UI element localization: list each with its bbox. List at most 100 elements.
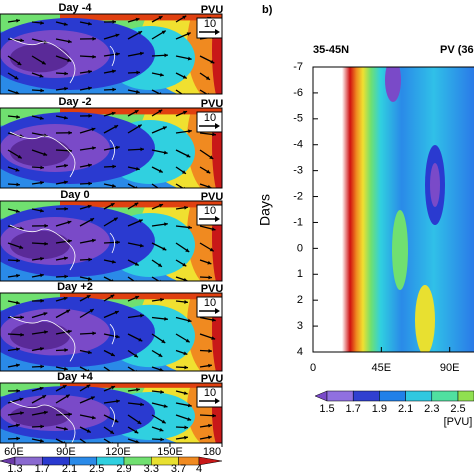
ref-head: [215, 398, 220, 404]
panel-frame: [0, 107, 223, 189]
wind-head: [138, 219, 143, 223]
wind-head: [211, 317, 216, 322]
wind-head: [161, 419, 166, 424]
wind-head: [92, 331, 96, 336]
wind-head: [138, 337, 143, 342]
wind-head: [16, 115, 20, 119]
x-tick-label: 90E: [56, 446, 76, 458]
colorbar-end: [198, 456, 223, 466]
wind-head: [87, 204, 92, 209]
wind-head: [207, 260, 212, 265]
wind-vector: [151, 276, 160, 281]
ref-head: [215, 29, 220, 35]
wind-head: [163, 404, 168, 408]
wind-head: [208, 423, 212, 428]
wind-head: [40, 88, 44, 93]
wind-head: [43, 410, 48, 415]
wind-vector: [103, 438, 112, 443]
wind-head: [43, 312, 48, 316]
wind-head: [116, 240, 120, 245]
wind-head: [92, 146, 96, 151]
subtitle: 35-45N: [313, 44, 349, 56]
wind-head: [40, 165, 44, 170]
wind-head: [15, 423, 20, 428]
wind-head: [68, 412, 72, 417]
panel-title: Day +2: [57, 281, 93, 293]
colorbar-label: 2.5: [450, 403, 465, 415]
wind-head: [163, 150, 168, 155]
wind-head: [112, 19, 116, 24]
wind-head: [183, 391, 188, 395]
field-top-red: [60, 383, 222, 388]
ref-label: 10: [204, 205, 216, 217]
colorbar-label: 3.3: [144, 463, 159, 474]
wind-head: [87, 276, 92, 281]
wind-head: [91, 127, 96, 132]
wind-head: [207, 435, 212, 440]
wind-head: [136, 70, 140, 75]
wind-head: [110, 203, 115, 207]
wind-head: [182, 15, 187, 20]
wind-head: [164, 222, 168, 227]
wind-head: [113, 217, 118, 222]
wind-head: [135, 17, 140, 22]
map-panel: 10 Day 0 PVU: [0, 189, 223, 282]
wind-head: [183, 110, 188, 115]
wind-head: [111, 183, 116, 188]
wind-head: [135, 295, 140, 300]
wind-vector: [175, 89, 184, 94]
wind-head: [63, 180, 68, 185]
wind-head: [67, 39, 72, 44]
wind-head: [187, 318, 192, 323]
wind-head: [64, 348, 68, 352]
wind-head: [89, 309, 94, 313]
wind-head: [184, 435, 188, 440]
blob: [415, 285, 435, 352]
wind-head: [40, 21, 44, 25]
wind-head: [184, 365, 188, 370]
wind-head: [182, 262, 187, 267]
field-purple2: [10, 321, 70, 350]
y-tick-label: 1: [297, 268, 303, 280]
y-tick-label: -5: [293, 113, 303, 125]
wind-head: [208, 363, 212, 368]
x-tick-label: 150E: [157, 446, 183, 458]
colorbar-label: 1.9: [372, 403, 387, 415]
ref-head: [215, 308, 220, 314]
wind-head: [86, 384, 91, 389]
blob: [385, 67, 401, 102]
colorbar-label: 1.3: [7, 463, 22, 474]
wind-head: [64, 86, 68, 91]
colorbar-label: 2.3: [424, 403, 439, 415]
wind-head: [15, 209, 20, 213]
wind-head: [67, 329, 72, 334]
colorbar-seg: [457, 390, 474, 402]
map-panel: 10 Day -2 PVU: [0, 96, 223, 189]
coastline: [9, 400, 115, 443]
wind-head: [208, 275, 212, 280]
wind-head: [209, 247, 214, 252]
wind-head: [206, 169, 211, 174]
wind-head: [116, 52, 120, 57]
wind-vector: [175, 183, 184, 188]
wind-head: [63, 296, 68, 301]
wind-vector: [79, 438, 88, 443]
wind-head: [39, 273, 44, 278]
wind-head: [187, 56, 192, 61]
wind-head: [39, 346, 44, 351]
wind-head: [39, 73, 44, 78]
colorbar-seg: [431, 390, 459, 402]
wind-head: [111, 69, 116, 74]
colorbar-seg: [352, 390, 380, 402]
wind-head: [15, 90, 20, 94]
wind-head: [65, 394, 70, 399]
wind-head: [137, 420, 142, 424]
coastline: [9, 316, 115, 362]
wind-head: [90, 396, 95, 400]
colorbar-label: 1.7: [35, 463, 50, 474]
y-tick-label: 0: [297, 242, 303, 254]
wind-head: [187, 417, 192, 421]
wind-head: [112, 87, 116, 92]
wind-head: [67, 58, 72, 62]
